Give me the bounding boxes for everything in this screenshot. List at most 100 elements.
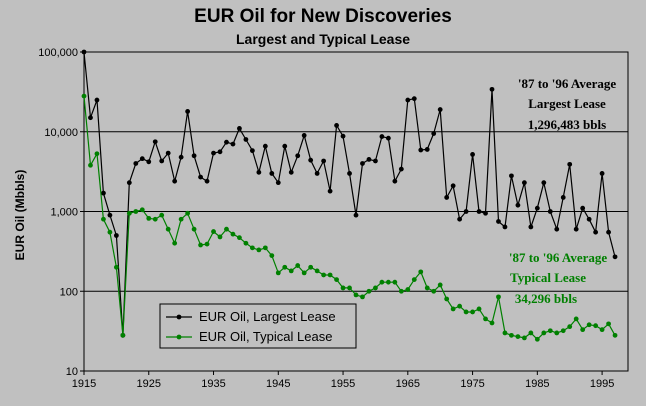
- data-point-0: [107, 212, 113, 218]
- data-point-1: [398, 288, 404, 294]
- y-tick-label: 10: [66, 366, 78, 378]
- data-point-1: [126, 210, 132, 216]
- data-point-1: [327, 272, 333, 278]
- data-point-1: [612, 332, 618, 338]
- data-point-0: [385, 135, 391, 141]
- data-point-1: [457, 303, 463, 309]
- data-point-0: [476, 209, 482, 214]
- data-point-1: [580, 327, 586, 333]
- data-point-0: [217, 149, 223, 155]
- data-point-1: [159, 212, 165, 218]
- data-point-0: [126, 180, 132, 186]
- data-point-0: [295, 153, 301, 159]
- data-point-0: [211, 150, 216, 156]
- data-point-0: [224, 139, 229, 145]
- data-point-0: [353, 212, 359, 218]
- data-point-1: [515, 334, 521, 339]
- data-point-0: [586, 216, 592, 222]
- data-point-0: [534, 205, 540, 211]
- data-point-1: [217, 234, 223, 240]
- data-point-0: [580, 205, 586, 211]
- data-point-1: [178, 216, 184, 222]
- data-point-0: [191, 153, 197, 159]
- data-point-0: [113, 233, 119, 238]
- data-point-0: [133, 161, 139, 166]
- data-point-1: [418, 269, 424, 275]
- data-point-1: [586, 322, 592, 328]
- data-point-1: [528, 330, 534, 336]
- data-point-0: [567, 161, 573, 167]
- data-point-0: [282, 143, 288, 149]
- y-axis-label: EUR Oil (Mbbls): [13, 170, 27, 261]
- data-point-0: [373, 158, 378, 164]
- data-point-1: [243, 240, 249, 246]
- data-point-1: [256, 247, 262, 253]
- data-point-1: [120, 332, 126, 338]
- data-point-1: [204, 241, 210, 247]
- data-point-0: [554, 226, 560, 232]
- data-point-0: [237, 126, 242, 131]
- data-point-0: [334, 123, 339, 128]
- annotation-typical-line-3: 34,296 bbls: [515, 291, 577, 306]
- data-point-1: [237, 235, 242, 241]
- data-point-1: [133, 209, 139, 214]
- data-point-0: [269, 171, 275, 176]
- data-point-1: [321, 272, 327, 278]
- data-point-1: [113, 264, 119, 270]
- data-point-0: [483, 210, 488, 216]
- data-point-1: [392, 279, 398, 285]
- data-point-1: [554, 330, 560, 336]
- data-point-0: [327, 188, 333, 194]
- legend-label-typical: EUR Oil, Typical Lease: [199, 329, 332, 344]
- data-point-0: [243, 137, 249, 142]
- data-point-0: [515, 202, 521, 208]
- data-point-1: [191, 226, 197, 232]
- data-point-1: [593, 323, 599, 329]
- data-point-0: [450, 183, 456, 189]
- data-point-0: [314, 171, 320, 176]
- data-point-1: [152, 216, 158, 222]
- data-point-1: [567, 324, 573, 330]
- data-point-1: [172, 240, 178, 246]
- data-point-1: [450, 306, 456, 312]
- data-point-1: [249, 245, 255, 251]
- data-point-1: [185, 210, 191, 216]
- annotation-largest-line-2: Largest Lease: [528, 96, 606, 111]
- data-point-0: [308, 157, 314, 163]
- data-point-0: [612, 254, 618, 260]
- data-point-1: [224, 226, 229, 232]
- data-point-0: [185, 108, 191, 114]
- data-point-1: [353, 292, 359, 298]
- data-point-1: [198, 242, 203, 248]
- data-point-1: [360, 294, 365, 300]
- legend-label-largest: EUR Oil, Largest Lease: [199, 309, 336, 324]
- y-tick-label: 1,000: [50, 207, 78, 219]
- data-point-0: [547, 209, 553, 214]
- chart-title: EUR Oil for New Discoveries: [194, 6, 452, 27]
- data-point-0: [521, 180, 527, 186]
- y-tick-label: 10,000: [44, 127, 78, 139]
- data-point-0: [178, 154, 184, 160]
- data-point-1: [101, 216, 106, 222]
- data-point-0: [146, 159, 152, 165]
- x-tick-label: 1965: [396, 378, 420, 390]
- data-point-0: [379, 134, 385, 139]
- data-point-0: [262, 143, 268, 149]
- data-point-1: [547, 328, 553, 334]
- data-point-1: [534, 336, 540, 342]
- data-point-1: [334, 277, 339, 282]
- data-point-0: [573, 226, 579, 232]
- axis-ticks: 10 100 1,000 10,000 100,000 1915 1925 1935 1945 1…: [38, 47, 614, 390]
- data-point-1: [288, 268, 294, 274]
- data-point-0: [424, 147, 430, 152]
- data-point-1: [385, 279, 391, 285]
- data-point-1: [496, 294, 501, 300]
- data-point-1: [606, 321, 611, 327]
- data-point-0: [81, 49, 87, 55]
- data-point-1: [88, 162, 93, 168]
- x-tick-label: 1945: [266, 378, 290, 390]
- data-point-0: [230, 141, 236, 147]
- y-tick-label: 100,000: [38, 47, 78, 59]
- data-point-1: [347, 285, 352, 291]
